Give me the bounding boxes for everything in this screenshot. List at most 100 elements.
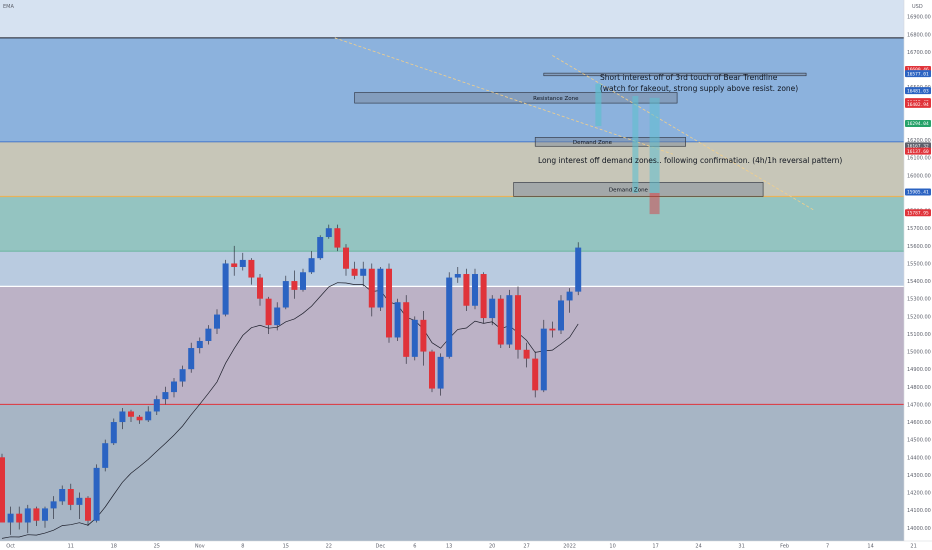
candle-body	[16, 513, 23, 523]
candle-body	[33, 508, 40, 521]
candle[interactable]	[497, 295, 504, 349]
candle[interactable]	[523, 342, 530, 368]
price-badge-label: 15905.41	[907, 190, 929, 196]
candle[interactable]	[0, 453, 5, 523]
time-axis[interactable]: Oct 11 18 25 Nov 8 15 22 Dec 6 13 20 27 2022 10 17 24 31 F…	[0, 540, 932, 550]
candle[interactable]	[454, 266, 461, 283]
price-tick-label: 15000.00	[907, 350, 931, 356]
candle[interactable]	[16, 506, 23, 530]
candle[interactable]	[351, 261, 358, 280]
candle-body	[403, 302, 410, 357]
candle[interactable]	[248, 258, 255, 285]
candle[interactable]	[76, 492, 83, 519]
candle[interactable]	[24, 504, 31, 534]
candle[interactable]	[67, 483, 74, 511]
candle[interactable]	[437, 353, 444, 396]
candle[interactable]	[59, 485, 66, 505]
bear-trendline	[334, 37, 673, 155]
candle[interactable]	[480, 272, 487, 324]
candle-body	[351, 268, 358, 276]
candle[interactable]	[386, 263, 392, 343]
candle[interactable]	[368, 263, 375, 317]
candle[interactable]	[472, 268, 478, 310]
candle[interactable]	[153, 395, 160, 416]
candle[interactable]	[162, 386, 169, 405]
candle-body	[205, 328, 212, 341]
candle[interactable]	[291, 270, 298, 299]
candle[interactable]	[231, 245, 238, 276]
candle[interactable]	[110, 418, 117, 445]
candle[interactable]	[282, 275, 289, 310]
candle[interactable]	[334, 224, 341, 252]
candle[interactable]	[145, 406, 152, 423]
candle[interactable]	[308, 251, 315, 275]
price-badge	[905, 70, 931, 78]
candle-body	[119, 411, 126, 423]
candle-body	[549, 328, 556, 331]
candle[interactable]	[85, 496, 91, 527]
candle[interactable]	[205, 325, 212, 345]
candle-body	[248, 259, 255, 278]
candle[interactable]	[196, 337, 203, 354]
candle[interactable]	[50, 496, 57, 519]
candle-body	[291, 281, 298, 290]
candle[interactable]	[343, 244, 349, 276]
candle[interactable]	[128, 409, 134, 423]
candle[interactable]	[300, 268, 306, 292]
candle[interactable]	[360, 261, 367, 287]
candle[interactable]	[540, 319, 547, 393]
price-band-1	[0, 37, 904, 142]
candle[interactable]	[179, 365, 186, 387]
candle[interactable]	[214, 309, 220, 334]
candle[interactable]	[411, 316, 418, 361]
candle[interactable]	[119, 407, 126, 430]
candle[interactable]	[136, 415, 143, 424]
candle[interactable]	[566, 288, 573, 313]
candle[interactable]	[489, 295, 496, 326]
price-badge-label: 16481.03	[907, 88, 929, 94]
candle[interactable]	[506, 289, 513, 349]
projection-bar-1	[595, 83, 602, 126]
candle-body	[368, 268, 375, 308]
candle[interactable]	[325, 224, 332, 239]
candle[interactable]	[265, 296, 272, 334]
candle[interactable]	[420, 311, 427, 366]
candle[interactable]	[429, 349, 435, 393]
time-tick-label: 7	[826, 544, 829, 550]
candle[interactable]	[7, 506, 14, 535]
candle-body	[317, 237, 324, 259]
candle-body	[480, 274, 487, 319]
candle-body	[179, 369, 186, 382]
candle[interactable]	[33, 506, 40, 527]
candle-body	[437, 356, 444, 389]
price-tick-label: 15700.00	[907, 226, 931, 232]
candle[interactable]	[549, 321, 556, 338]
candle[interactable]	[93, 464, 100, 523]
candle[interactable]	[222, 259, 229, 317]
price-badge	[905, 209, 931, 217]
candle[interactable]	[239, 252, 246, 271]
candle[interactable]	[394, 298, 401, 341]
candle-body	[360, 268, 367, 276]
candle[interactable]	[515, 286, 521, 359]
candle[interactable]	[558, 295, 564, 334]
time-tick-label: 13	[446, 544, 452, 550]
candle[interactable]	[317, 235, 324, 260]
indicator-label: EMA	[3, 4, 14, 10]
candle[interactable]	[102, 439, 109, 472]
price-tick-label: 14400.00	[907, 455, 931, 461]
candle[interactable]	[377, 266, 384, 312]
time-tick-label: 2022	[563, 544, 576, 550]
candle[interactable]	[42, 506, 48, 528]
candle[interactable]	[446, 272, 453, 359]
price-axis[interactable]: 14000.00 14100.00 14200.00 14300.00 14400.00…	[903, 0, 932, 550]
candle[interactable]	[257, 274, 263, 306]
candle[interactable]	[575, 242, 582, 296]
candle[interactable]	[274, 302, 281, 331]
candle[interactable]	[188, 342, 195, 373]
time-tick-label: 18	[111, 544, 117, 550]
candle[interactable]	[532, 351, 539, 398]
candle[interactable]	[463, 268, 470, 312]
candle[interactable]	[403, 295, 410, 364]
candle[interactable]	[171, 377, 177, 398]
